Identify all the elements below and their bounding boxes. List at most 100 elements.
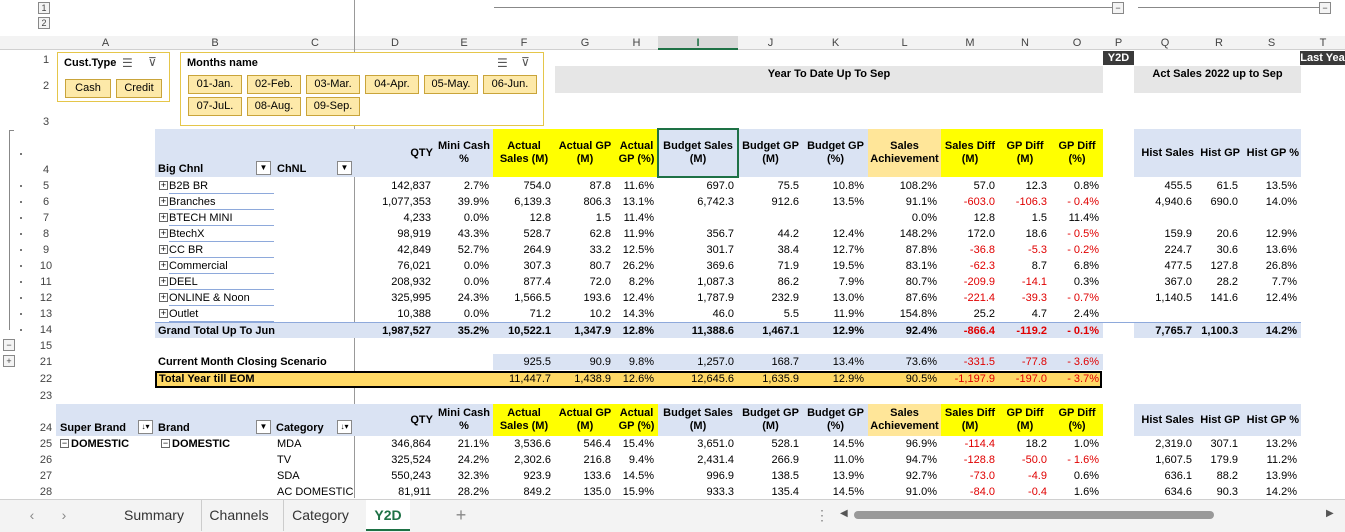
cell-sa[interactable]: 148.2%	[899, 228, 937, 240]
cell-ag[interactable]: 1,438.9	[574, 373, 611, 385]
cell-bg[interactable]: 528.1	[771, 438, 799, 450]
clear-filter-icon[interactable]: ⊽	[521, 55, 530, 69]
collapse-group-button[interactable]: −	[1112, 2, 1124, 14]
column-header-p[interactable]: P	[1103, 36, 1134, 50]
row-number[interactable]: 24	[39, 422, 53, 434]
cell-sa[interactable]: 108.2%	[899, 180, 937, 192]
cell-bs[interactable]: 1,257.0	[697, 356, 734, 368]
slicer-item-month[interactable]: 08-Aug.	[247, 97, 301, 116]
row-number[interactable]: 9	[42, 244, 50, 256]
cell-qty[interactable]: 98,919	[397, 228, 431, 240]
cell-sd[interactable]: -114.4	[964, 438, 995, 450]
cell-ag[interactable]: 33.2	[589, 244, 611, 256]
expand-row-icon[interactable]: +	[159, 228, 168, 238]
column-header-m[interactable]: M	[941, 36, 999, 50]
cell-as[interactable]: 925.5	[523, 356, 551, 368]
chnl-filter-dropdown-icon[interactable]: ▼	[337, 161, 352, 175]
channel-name[interactable]: ONLINE & Noon	[169, 290, 274, 306]
slicer-item-month[interactable]: 01-Jan.	[188, 75, 242, 94]
cell-bgp[interactable]: 14.5%	[832, 438, 864, 450]
cell-hgp[interactable]	[1242, 306, 1297, 322]
column-header-k[interactable]: K	[803, 36, 868, 50]
cell-mc[interactable]: 0.0%	[463, 212, 489, 224]
row-number[interactable]: 28	[39, 486, 53, 498]
cell-agp[interactable]: 12.4%	[622, 292, 654, 304]
cell-mc[interactable]: 21.1%	[457, 438, 489, 450]
cell-sa[interactable]: 92.4%	[905, 325, 937, 337]
cell-sa[interactable]: 154.8%	[899, 308, 937, 320]
cell-bg[interactable]: 135.4	[771, 486, 799, 498]
cell-sa[interactable]: 91.1%	[905, 196, 937, 208]
cell-gdp[interactable]: 0.3%	[1073, 276, 1099, 288]
cell-hgp[interactable]: 14.2%	[1265, 486, 1297, 498]
cell-hg[interactable]: 20.6	[1216, 228, 1238, 240]
cell-hgp[interactable]: 13.6%	[1265, 244, 1297, 256]
cell-agp[interactable]: 13.1%	[622, 196, 654, 208]
cell-as[interactable]: 528.7	[523, 228, 551, 240]
cell-hg[interactable]: 127.8	[1210, 260, 1238, 272]
row-number[interactable]: 15	[39, 340, 53, 352]
tab-channels[interactable]: Channels	[201, 500, 276, 531]
cell-gd[interactable]: 1.5	[1031, 212, 1047, 224]
slicer-item-month[interactable]: 03-Mar.	[306, 75, 360, 94]
row-number[interactable]: 26	[39, 454, 53, 466]
cell-hgp[interactable]: 13.5%	[1265, 180, 1297, 192]
cell-bgp[interactable]: 11.9%	[833, 308, 864, 320]
cell-hg[interactable]: 30.6	[1216, 244, 1238, 256]
cell-sa[interactable]: 83.1%	[905, 260, 937, 272]
cell-gd[interactable]: 8.7	[1031, 260, 1047, 272]
cell-bg[interactable]: 71.9	[777, 260, 799, 272]
cell-bs[interactable]: 12,645.6	[691, 373, 734, 385]
cell-as[interactable]: 754.0	[523, 180, 551, 192]
cell-bgp[interactable]: 12.7%	[832, 244, 864, 256]
cell-bgp[interactable]: 10.8%	[832, 180, 864, 192]
cell-gd[interactable]: -14.1	[1021, 276, 1047, 288]
outline-level-1-button[interactable]: 1	[38, 2, 50, 14]
cell-sd[interactable]: -62.3	[969, 260, 995, 272]
prev-sheet-arrow-icon[interactable]: ‹	[29, 507, 35, 523]
cell-qty[interactable]: 208,932	[391, 276, 431, 288]
cell-hg[interactable]	[1196, 306, 1238, 322]
cell-bgp[interactable]: 12.4%	[832, 228, 864, 240]
cell-gd[interactable]: -119.2	[1016, 325, 1047, 337]
cell-sd[interactable]: -603.0	[963, 196, 995, 208]
cell-gdp[interactable]: - 0.7%	[1067, 292, 1099, 304]
cell-gd[interactable]: 12.3	[1025, 180, 1047, 192]
cell-bgp[interactable]: 13.0%	[832, 292, 864, 304]
cell-ag[interactable]: 216.8	[583, 454, 611, 466]
cell-sa[interactable]: 80.7%	[905, 276, 937, 288]
cell-hg[interactable]: 88.2	[1216, 470, 1238, 482]
cell-sd[interactable]: -84.0	[969, 486, 995, 498]
row-number[interactable]: 7	[42, 212, 50, 224]
cell-gdp[interactable]: 0.8%	[1073, 180, 1099, 192]
cell-ag[interactable]: 135.0	[583, 486, 611, 498]
cell-hgp[interactable]: 14.0%	[1265, 196, 1297, 208]
cell-hgp[interactable]: 26.8%	[1265, 260, 1297, 272]
cell-mc[interactable]: 0.0%	[463, 276, 489, 288]
cell-sd[interactable]: -1,197.9	[954, 373, 995, 385]
cell-bgp[interactable]: 14.5%	[832, 486, 864, 498]
cell-ag[interactable]: 193.6	[583, 292, 611, 304]
horizontal-scrollbar[interactable]: ◀ ▶	[840, 508, 1340, 522]
cell-mc[interactable]: 28.2%	[457, 486, 489, 498]
column-header-a[interactable]: A	[56, 36, 155, 50]
cell-agp[interactable]: 12.6%	[622, 373, 654, 385]
cell-agp[interactable]: 9.8%	[628, 356, 654, 368]
cell-bs[interactable]: 6,742.3	[697, 196, 734, 208]
cell-gd[interactable]: -0.4	[1028, 486, 1047, 498]
cell-gdp[interactable]: - 0.2%	[1067, 244, 1099, 256]
selected-cell[interactable]	[657, 128, 739, 178]
cell-agp[interactable]: 12.8%	[622, 325, 654, 337]
slicer-item-month[interactable]: 05-May.	[424, 75, 478, 94]
cell-hgp[interactable]: 13.2%	[1265, 438, 1297, 450]
cell-bs[interactable]: 1,787.9	[697, 292, 734, 304]
cell-ag[interactable]: 546.4	[583, 438, 611, 450]
cell-hs[interactable]: 159.9	[1164, 228, 1192, 240]
cell-agp[interactable]: 11.4%	[623, 212, 654, 224]
cell-hgp[interactable]: 7.7%	[1271, 276, 1297, 288]
cell-hg[interactable]: 1,100.3	[1201, 325, 1238, 337]
channel-name[interactable]: BtechX	[169, 226, 274, 242]
column-header-h[interactable]: H	[615, 36, 658, 50]
row-number[interactable]: 25	[39, 438, 53, 450]
cell-agp[interactable]: 26.2%	[622, 260, 654, 272]
